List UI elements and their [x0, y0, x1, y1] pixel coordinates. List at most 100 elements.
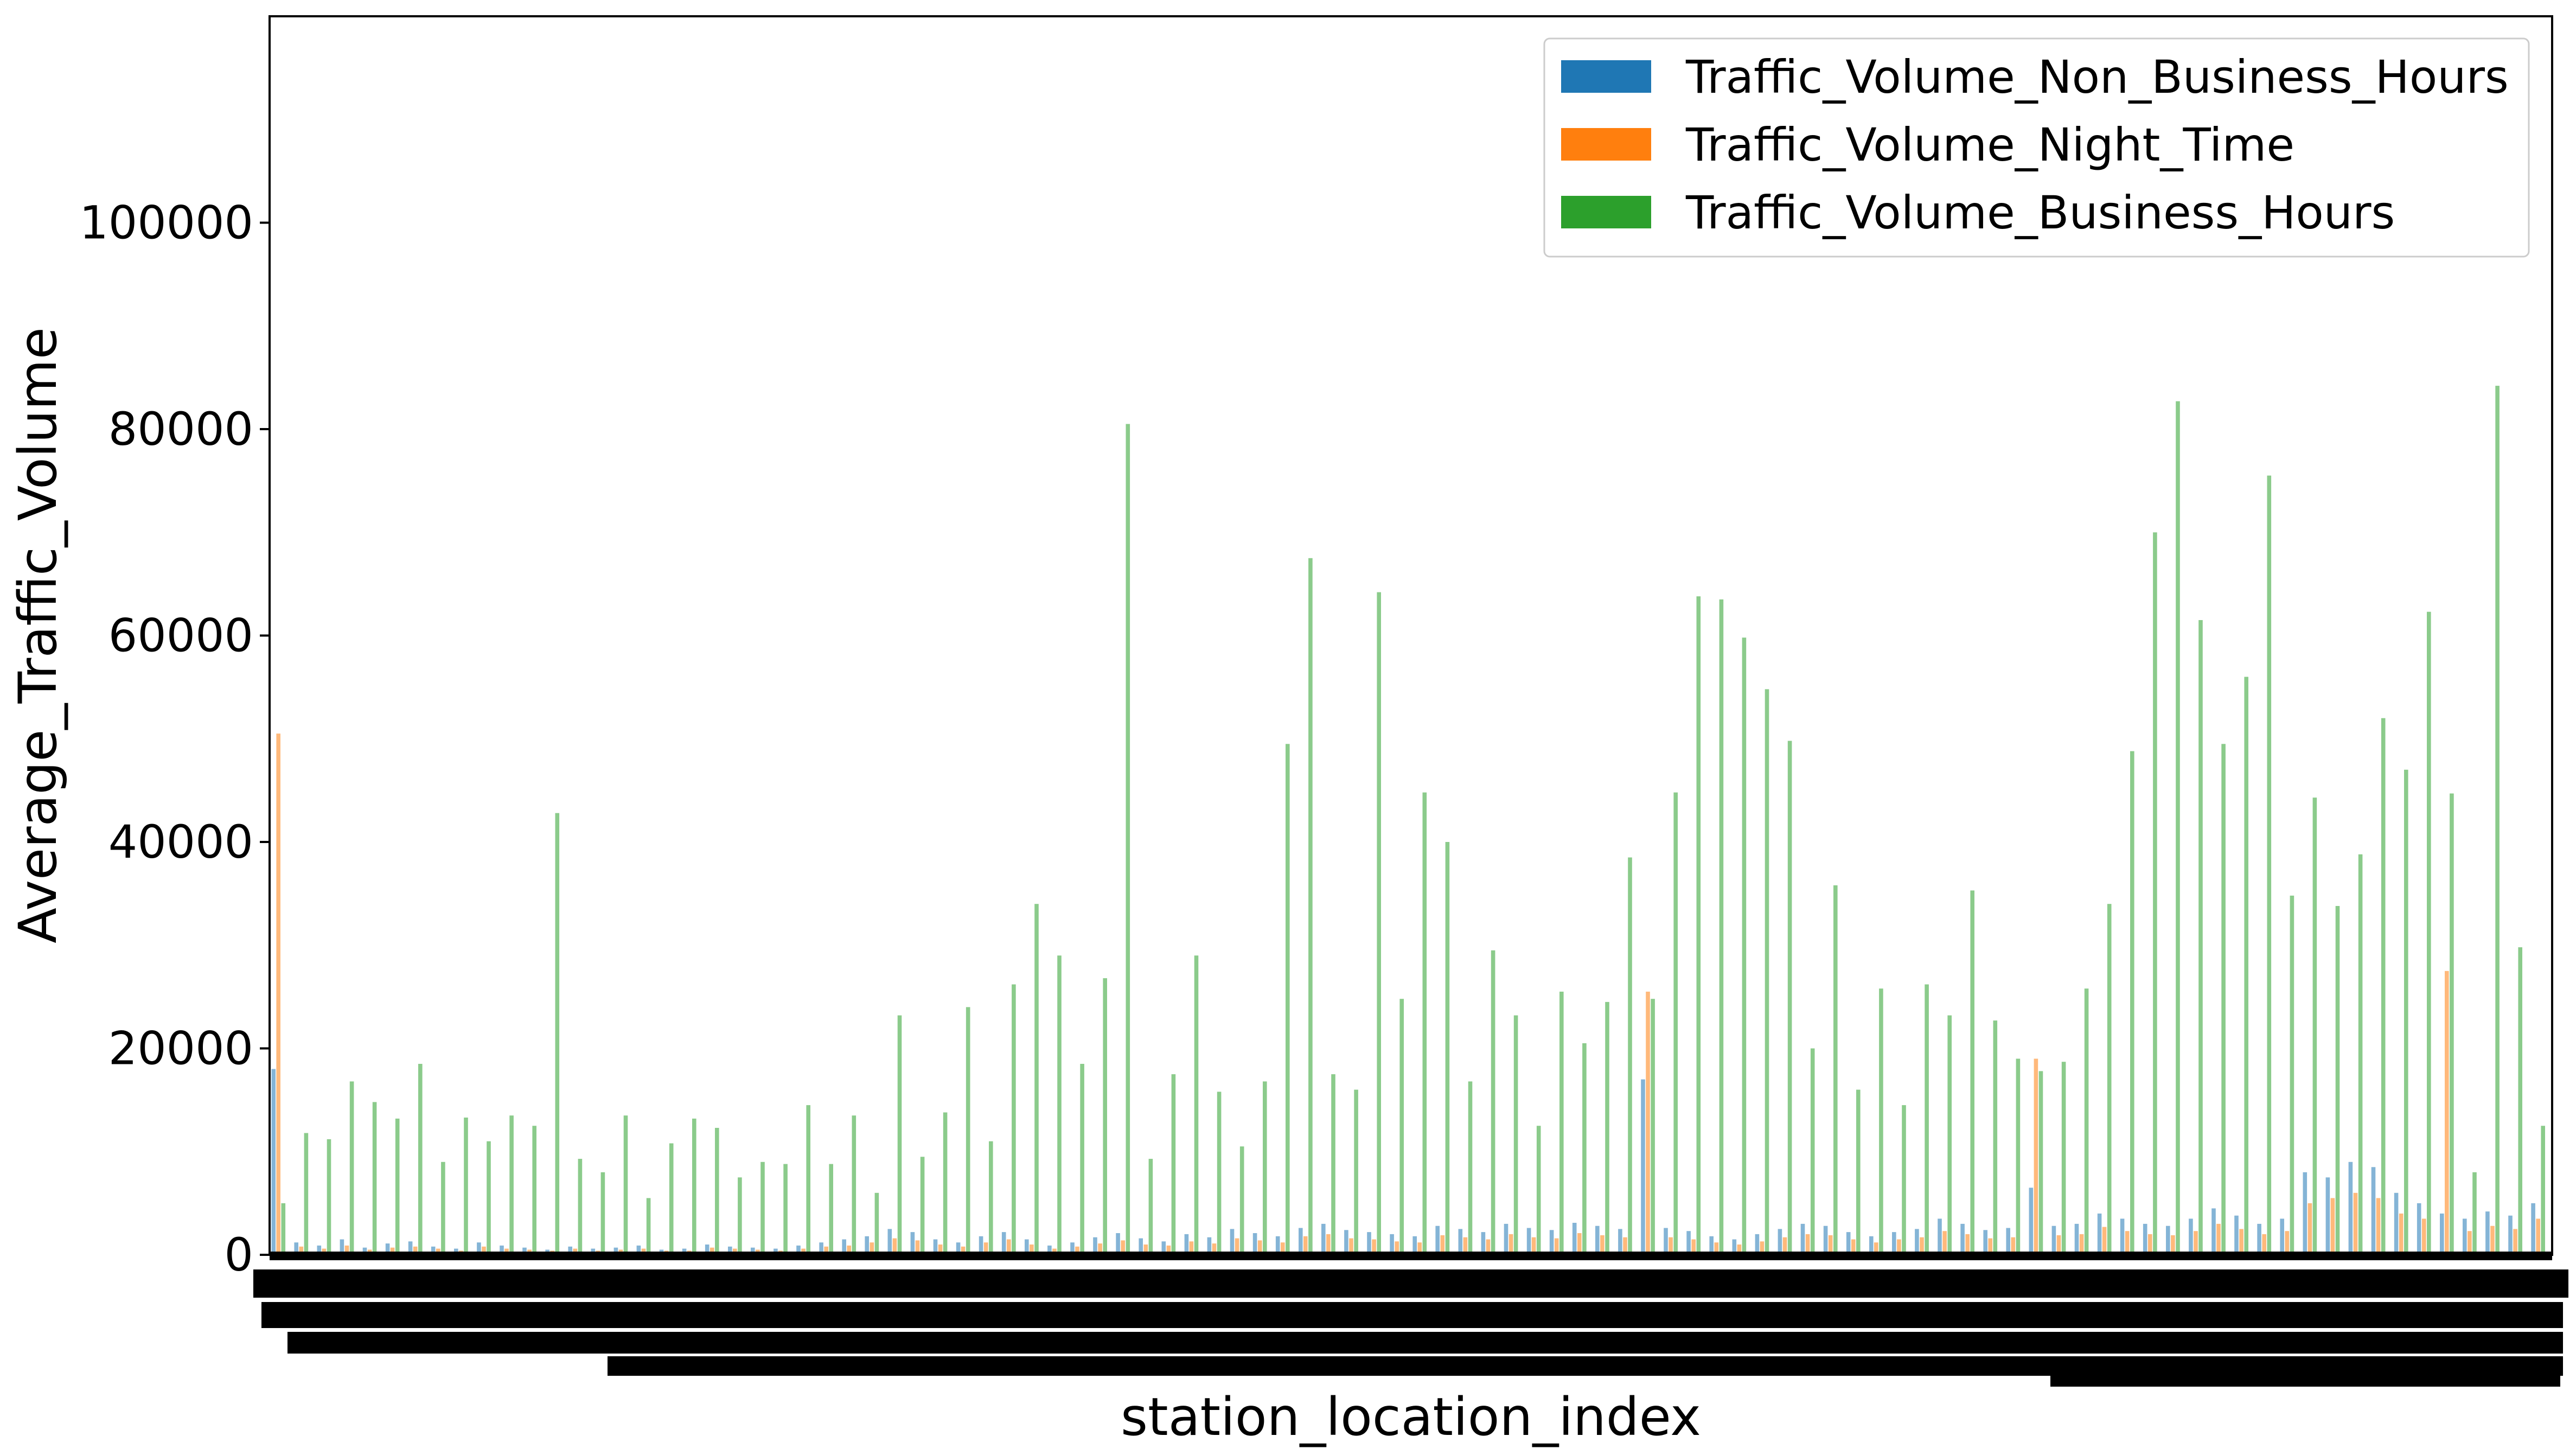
bar-traffic-volume-non-business-hours: [1504, 1223, 1508, 1255]
bar-traffic-volume-night-time: [1463, 1237, 1468, 1255]
bar-traffic-volume-non-business-hours: [1299, 1228, 1303, 1255]
bar-traffic-volume-non-business-hours: [842, 1239, 846, 1255]
bar-traffic-volume-business-hours: [2153, 532, 2157, 1255]
bar-traffic-volume-business-hours: [2381, 718, 2386, 1255]
bar-traffic-volume-business-hours: [532, 1126, 536, 1255]
bar-traffic-volume-non-business-hours: [796, 1245, 801, 1255]
bars-layer: [271, 386, 2545, 1255]
bar-traffic-volume-non-business-hours: [1367, 1232, 1371, 1255]
bar-traffic-volume-non-business-hours: [1458, 1229, 1463, 1255]
bar-traffic-volume-non-business-hours: [2440, 1213, 2444, 1255]
bar-traffic-volume-business-hours: [2404, 769, 2408, 1255]
bar-traffic-volume-business-hours: [1331, 1074, 1335, 1255]
x-tick-label: [253, 1269, 2568, 1298]
bar-traffic-volume-business-hours: [2518, 947, 2522, 1255]
bar-traffic-volume-business-hours: [2061, 1062, 2066, 1255]
bar-traffic-volume-business-hours: [1217, 1092, 1222, 1255]
bar-traffic-volume-non-business-hours: [1823, 1226, 1828, 1255]
bar-traffic-volume-business-hours: [1742, 637, 1747, 1255]
y-tick-label: 40000: [108, 815, 253, 869]
bar-traffic-volume-non-business-hours: [2531, 1203, 2535, 1255]
bar-traffic-volume-non-business-hours: [522, 1247, 527, 1255]
bar-traffic-volume-non-business-hours: [1275, 1236, 1280, 1255]
bar-traffic-volume-business-hours: [1468, 1081, 1473, 1255]
bar-traffic-volume-night-time: [1281, 1242, 1285, 1255]
bar-traffic-volume-non-business-hours: [1778, 1229, 1782, 1255]
bar-traffic-volume-non-business-hours: [1526, 1228, 1531, 1255]
bar-traffic-volume-non-business-hours: [910, 1232, 915, 1255]
bar-traffic-volume-night-time: [1440, 1235, 1445, 1255]
bar-traffic-volume-non-business-hours: [1435, 1226, 1440, 1255]
legend-frame: [1543, 37, 2530, 258]
bar-traffic-volume-business-hours: [1651, 999, 1655, 1255]
y-axis-ticks: 0 20000 40000 60000 80000 100000: [79, 196, 270, 1281]
y-tick-label: 100000: [79, 196, 253, 250]
bar-traffic-volume-non-business-hours: [2166, 1226, 2170, 1255]
bar-traffic-volume-business-hours: [1559, 991, 1564, 1255]
bar-traffic-volume-business-hours: [1399, 999, 1404, 1255]
bar-traffic-volume-night-time: [1030, 1245, 1034, 1255]
bar-traffic-volume-non-business-hours: [2120, 1218, 2125, 1255]
bar-traffic-volume-night-time: [1326, 1234, 1331, 1255]
bar-traffic-volume-business-hours: [623, 1115, 628, 1255]
bar-traffic-volume-business-hours: [1765, 689, 1769, 1255]
bar-traffic-volume-non-business-hours: [1390, 1234, 1394, 1255]
bar-traffic-volume-night-time: [2102, 1227, 2107, 1255]
bar-traffic-volume-night-time: [1760, 1241, 1765, 1255]
bar-traffic-volume-night-time: [2079, 1234, 2084, 1255]
bar-traffic-volume-business-hours: [1787, 741, 1792, 1255]
bar-traffic-volume-night-time: [983, 1242, 988, 1255]
bar-traffic-volume-business-hours: [281, 1203, 286, 1255]
bar-traffic-volume-night-time: [2034, 1058, 2038, 1255]
bar-traffic-volume-business-hours: [1902, 1105, 1906, 1255]
bar-traffic-volume-business-hours: [2450, 793, 2454, 1255]
legend-swatch: [1561, 128, 1651, 161]
bar-traffic-volume-night-time: [1600, 1235, 1605, 1255]
bar-traffic-volume-night-time: [2536, 1218, 2540, 1255]
bar-traffic-volume-night-time: [344, 1245, 349, 1255]
bar-traffic-volume-non-business-hours: [2211, 1208, 2216, 1255]
bar-traffic-volume-night-time: [482, 1246, 486, 1255]
bar-traffic-volume-night-time: [2513, 1229, 2517, 1255]
y-tick-label: 0: [225, 1228, 253, 1281]
bar-traffic-volume-non-business-hours: [2463, 1218, 2467, 1255]
bar-traffic-volume-business-hours: [578, 1159, 583, 1255]
bar-traffic-volume-night-time: [2490, 1226, 2495, 1255]
bar-traffic-volume-business-hours: [2038, 1071, 2043, 1255]
bar-traffic-volume-business-hours: [1673, 792, 1678, 1255]
bar-traffic-volume-night-time: [1189, 1241, 1194, 1255]
bar-traffic-volume-business-hours: [464, 1118, 468, 1255]
bar-traffic-volume-business-hours: [1696, 596, 1701, 1255]
bar-traffic-volume-night-time: [710, 1247, 714, 1255]
bar-traffic-volume-non-business-hours: [431, 1246, 436, 1255]
bar-traffic-volume-business-hours: [1308, 558, 1313, 1255]
bar-traffic-volume-non-business-hours: [2417, 1203, 2421, 1255]
bar-traffic-volume-non-business-hours: [2394, 1192, 2399, 1255]
bar-traffic-volume-business-hours: [1354, 1089, 1358, 1255]
bar-traffic-volume-non-business-hours: [1983, 1230, 1987, 1255]
bar-traffic-volume-business-hours: [1833, 885, 1838, 1255]
bar-traffic-volume-business-hours: [509, 1115, 514, 1255]
bar-traffic-volume-night-time: [1508, 1234, 1513, 1255]
bar-traffic-volume-non-business-hours: [1161, 1241, 1166, 1255]
bar-traffic-volume-business-hours: [2016, 1058, 2021, 1255]
y-tick-label: 80000: [108, 403, 253, 456]
bar-traffic-volume-night-time: [938, 1245, 943, 1255]
bar-traffic-volume-business-hours: [920, 1157, 925, 1255]
bar-traffic-volume-night-time: [1623, 1237, 1627, 1255]
bar-traffic-volume-non-business-hours: [1800, 1223, 1805, 1255]
bar-traffic-volume-non-business-hours: [2051, 1226, 2056, 1255]
bar-traffic-volume-night-time: [1166, 1245, 1171, 1255]
y-tick-label: 20000: [108, 1022, 253, 1075]
bar-traffic-volume-night-time: [2239, 1229, 2243, 1255]
bar-traffic-volume-night-time: [1007, 1239, 1011, 1255]
legend-swatch: [1561, 196, 1651, 228]
bar-traffic-volume-night-time: [847, 1245, 851, 1255]
bar-traffic-volume-non-business-hours: [1755, 1234, 1760, 1255]
bar-traffic-volume-night-time: [961, 1246, 966, 1255]
legend-label: Traffic_Volume_Business_Hours: [1685, 186, 2395, 239]
bar-traffic-volume-non-business-hours: [1207, 1237, 1212, 1255]
bar-traffic-volume-non-business-hours: [385, 1243, 390, 1255]
bar-traffic-volume-night-time: [1554, 1238, 1559, 1255]
legend[interactable]: Traffic_Volume_Non_Business_Hours Traffic…: [1543, 37, 2530, 258]
